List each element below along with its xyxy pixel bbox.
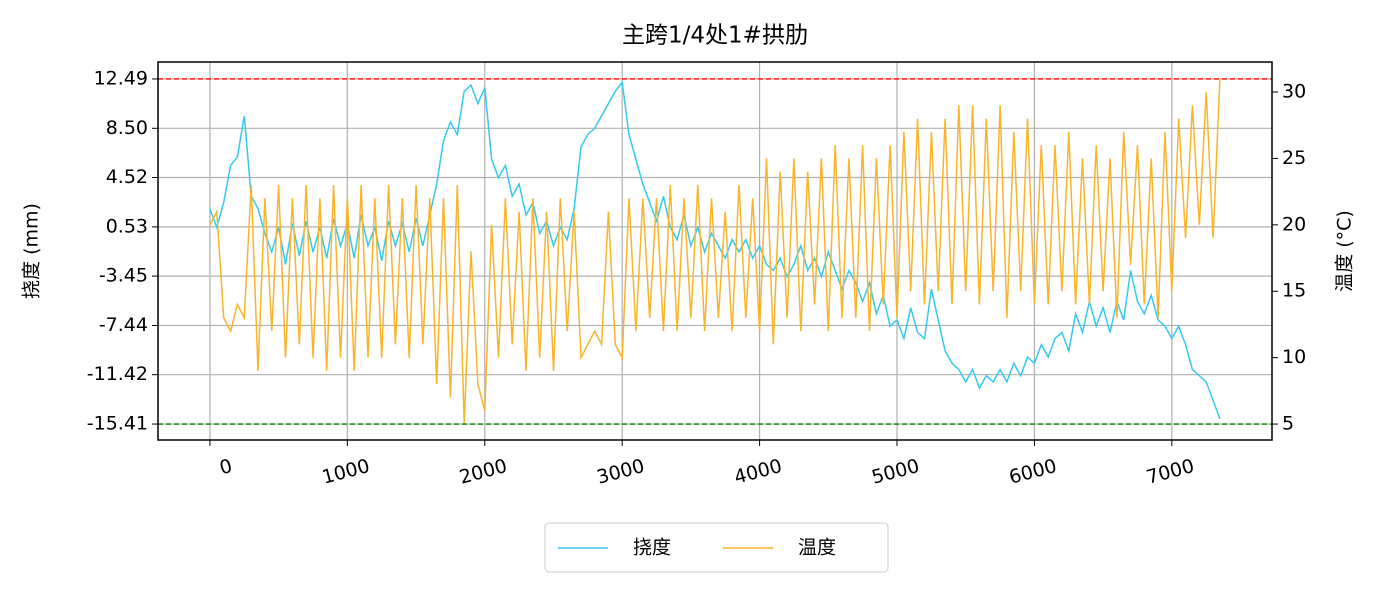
x-tick-label: 4000 xyxy=(732,455,784,489)
x-tick-label: 3000 xyxy=(594,455,646,489)
y-tick-label: 4.52 xyxy=(106,166,148,188)
x-tick-label: 0 xyxy=(217,455,234,479)
chart-title: 主跨1/4处1#拱肋 xyxy=(622,23,808,49)
y2-tick-label: 25 xyxy=(1282,147,1306,169)
y-tick-label: -3.45 xyxy=(99,265,148,287)
x-tick-label: 1000 xyxy=(320,455,372,489)
y-tick-label: -11.42 xyxy=(87,363,148,385)
y-tick-label: -7.44 xyxy=(99,314,148,336)
x-tick-label: 2000 xyxy=(457,455,509,489)
y2-tick-label: 20 xyxy=(1282,213,1306,235)
y-tick-label: 12.49 xyxy=(94,67,148,89)
y2-tick-label: 30 xyxy=(1282,81,1306,103)
series-line xyxy=(209,78,1221,425)
plot-frame xyxy=(157,61,1273,441)
y2-tick-label: 5 xyxy=(1282,413,1294,435)
y-axis-label: 挠度 (mm) xyxy=(21,203,43,299)
legend-label: 温度 xyxy=(798,537,836,559)
x-tick-label: 5000 xyxy=(869,455,921,489)
series-line xyxy=(209,80,1221,420)
x-tick-label: 6000 xyxy=(1007,455,1059,489)
y-tick-label: 8.50 xyxy=(106,117,148,139)
y2-tick-label: 10 xyxy=(1282,346,1306,368)
y2-axis-label: 温度 (°C) xyxy=(1334,210,1356,292)
legend-label: 挠度 xyxy=(633,537,671,559)
y-tick-label: -15.41 xyxy=(87,413,148,435)
legend-box xyxy=(544,522,889,573)
x-tick-label: 7000 xyxy=(1144,455,1196,489)
y-tick-label: 0.53 xyxy=(106,215,148,237)
y2-tick-label: 15 xyxy=(1282,280,1306,302)
